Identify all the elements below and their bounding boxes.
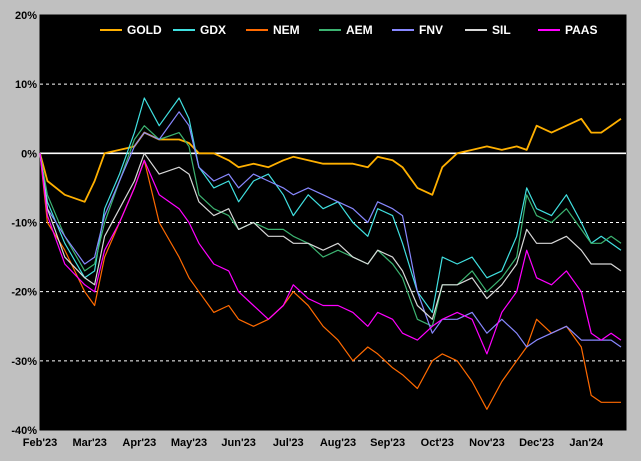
legend-label-paas: PAAS bbox=[565, 23, 597, 37]
x-tick-label: Mar'23 bbox=[72, 437, 106, 449]
legend-label-gdx: GDX bbox=[200, 23, 226, 37]
series-line-aem bbox=[39, 125, 622, 327]
series-line-sil bbox=[39, 152, 622, 320]
series-lines bbox=[39, 97, 622, 410]
x-tick-label: Jun'23 bbox=[221, 437, 255, 449]
x-axis-ticks: Feb'23 Mar'23 Apr'23 May'23 Jun'23 Jul'23 Aug'… bbox=[23, 437, 604, 449]
x-tick-label: Dec'23 bbox=[519, 437, 554, 449]
x-tick-label: Sep'23 bbox=[370, 437, 405, 449]
y-tick-label: -40% bbox=[11, 425, 37, 437]
legend-label-sil: SIL bbox=[492, 23, 511, 37]
x-tick-label: Oct'23 bbox=[421, 437, 454, 449]
x-tick-label: Jul'23 bbox=[273, 437, 304, 449]
x-tick-label: Nov'23 bbox=[469, 437, 505, 449]
y-tick-label: 10% bbox=[15, 79, 37, 91]
x-tick-label: Feb'23 bbox=[23, 437, 57, 449]
series-line-paas bbox=[39, 153, 622, 355]
y-axis-ticks: 20% 10% 0% -10% -20% -30% -40% bbox=[11, 10, 37, 437]
x-tick-label: Aug'23 bbox=[320, 437, 356, 449]
x-tick-label: May'23 bbox=[171, 437, 207, 449]
legend-label-gold: GOLD bbox=[127, 23, 162, 37]
x-tick-label: Jan'24 bbox=[569, 437, 604, 449]
y-tick-label: -20% bbox=[11, 287, 37, 299]
legend-label-aem: AEM bbox=[346, 23, 373, 37]
legend-label-nem: NEM bbox=[273, 23, 300, 37]
series-line-fnv bbox=[39, 111, 622, 348]
legend: GOLD GDX NEM AEM FNV SIL PAAS bbox=[100, 23, 597, 37]
y-tick-label: 20% bbox=[15, 10, 37, 22]
y-tick-label: -30% bbox=[11, 356, 37, 368]
gridlines bbox=[40, 83, 626, 362]
x-tick-label: Apr'23 bbox=[122, 437, 156, 449]
legend-label-fnv: FNV bbox=[419, 23, 443, 37]
y-tick-label: -10% bbox=[11, 218, 37, 230]
y-tick-label: 0% bbox=[21, 148, 37, 160]
